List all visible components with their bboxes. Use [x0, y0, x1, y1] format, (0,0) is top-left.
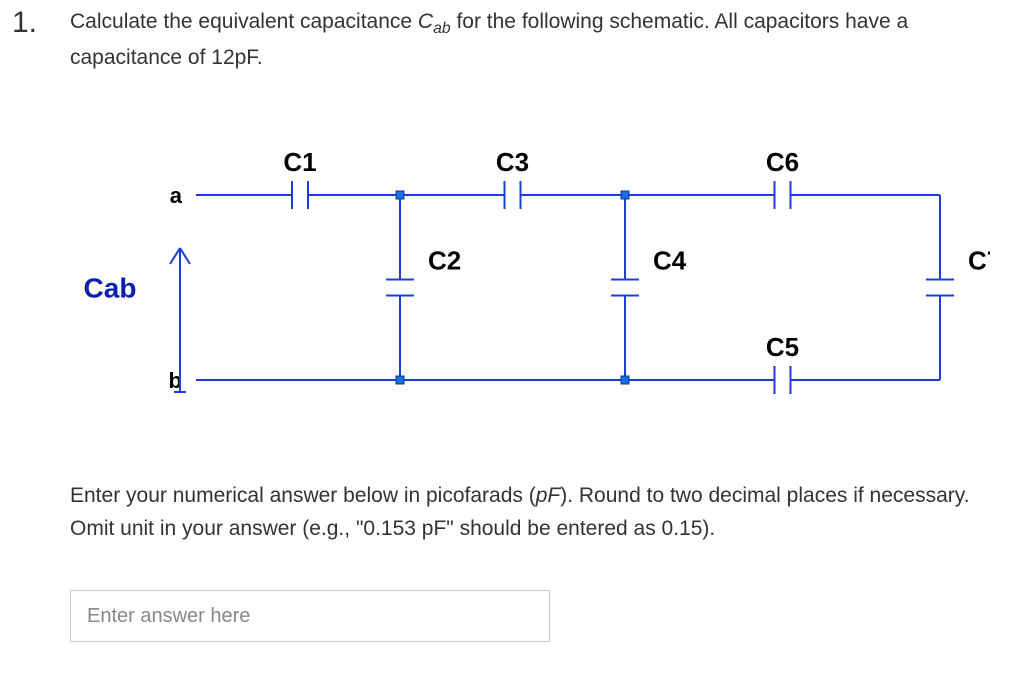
answer-instructions: Enter your numerical answer below in pic…	[70, 480, 980, 545]
answer-input-container	[70, 590, 550, 642]
answer-input[interactable]	[70, 590, 550, 642]
q-var-sub: ab	[433, 20, 451, 37]
svg-text:C7: C7	[968, 246, 990, 276]
q-var: C	[418, 10, 433, 33]
q-text-3: .	[257, 46, 263, 69]
question-block: 1. Calculate the equivalent capacitance …	[12, 6, 1012, 74]
question-text: Calculate the equivalent capacitance Cab…	[70, 6, 1012, 74]
svg-text:C6: C6	[766, 147, 799, 177]
circuit-schematic: C1C3C6C2C4C7C5abCab	[70, 140, 990, 420]
svg-text:C4: C4	[653, 246, 687, 276]
svg-text:C5: C5	[766, 332, 799, 362]
svg-text:C1: C1	[283, 147, 316, 177]
svg-text:a: a	[170, 183, 183, 208]
followup-unit: pF	[536, 484, 561, 507]
followup-1: Enter your numerical answer below in pic…	[70, 484, 536, 507]
q-value: 12pF	[211, 46, 257, 69]
svg-text:C2: C2	[428, 246, 461, 276]
q-text-1: Calculate the equivalent capacitance	[70, 10, 418, 33]
svg-text:Cab: Cab	[84, 273, 137, 304]
svg-text:C3: C3	[496, 147, 529, 177]
question-number: 1.	[12, 6, 37, 40]
